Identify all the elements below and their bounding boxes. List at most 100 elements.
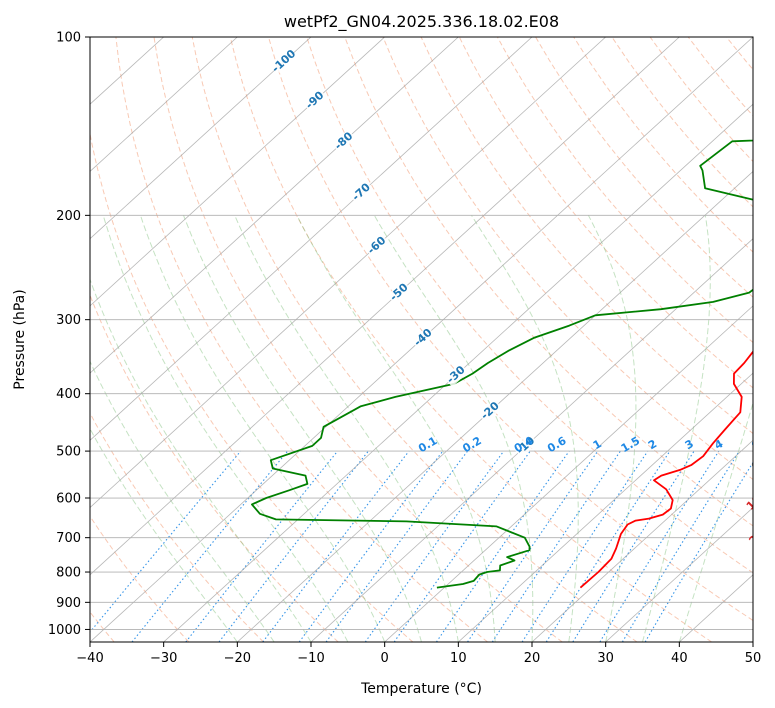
mixing-ratio-label: 2 xyxy=(646,437,659,452)
dry-adiabat-line xyxy=(268,37,753,622)
y-tick-label: 200 xyxy=(56,209,81,224)
freezing-level-label: 0 xyxy=(749,458,764,473)
mixing-ratio-label: 0.2 xyxy=(460,434,483,455)
isotherm-line xyxy=(752,641,753,642)
mixing-ratio-line xyxy=(364,450,505,642)
mixing-ratio-line xyxy=(491,450,621,642)
mixing-ratio-line xyxy=(262,450,410,642)
y-tick-label: 300 xyxy=(56,313,81,328)
y-tick-label: 700 xyxy=(56,531,81,546)
dry-adiabat-line xyxy=(115,37,488,642)
x-tick-label: −30 xyxy=(150,651,177,666)
dry-adiabat-line xyxy=(535,37,753,298)
dry-adiabat-line xyxy=(420,37,753,435)
isotherm-line xyxy=(237,170,753,642)
isotherm-line xyxy=(90,37,385,307)
mixing-ratio-line xyxy=(131,450,289,642)
dry-adiabat-line xyxy=(90,515,190,642)
mixing-ratio-label: 1 xyxy=(591,437,604,452)
plot-frame xyxy=(89,36,754,643)
dry-adiabat-line xyxy=(344,37,753,527)
isotherm-line xyxy=(605,507,753,642)
moist-adiabat-line xyxy=(90,360,275,642)
dry-adiabat-label: 20 xyxy=(746,527,766,547)
dry-adiabat-label: 30 xyxy=(758,553,775,573)
background-lines xyxy=(90,37,775,642)
mixing-ratio-line xyxy=(599,450,720,642)
moist-adiabat-line xyxy=(373,215,534,642)
y-tick-label: 900 xyxy=(56,596,81,611)
moist-adiabat-line xyxy=(296,215,496,642)
isotherm-line xyxy=(90,37,312,240)
mixing-ratio-line xyxy=(90,450,242,633)
mixing-ratio-line xyxy=(572,450,695,642)
x-tick-label: 0 xyxy=(381,651,389,666)
grid-lines xyxy=(90,37,753,642)
isotherm-label-bg xyxy=(302,88,328,113)
dry-adiabat-line xyxy=(765,37,775,642)
isotherm-label-bg xyxy=(513,434,539,458)
moist-adiabat-line xyxy=(642,215,711,642)
mixing-ratio-line xyxy=(185,450,339,642)
mixing-ratio-line xyxy=(545,450,671,642)
isotherm-label: -100 xyxy=(269,47,298,75)
y-tick-label: 600 xyxy=(56,492,81,507)
y-axis: 100 200 300 400 500 600 700 800 900 1000 xyxy=(48,31,90,638)
x-tick-label: 20 xyxy=(524,651,541,666)
dry-adiabat-label: 40 xyxy=(771,582,775,602)
mixing-ratio-line xyxy=(325,450,468,642)
moist-adiabat-line xyxy=(90,278,312,642)
isotherm-line xyxy=(90,37,459,374)
x-tick-label: −20 xyxy=(224,651,251,666)
isotherm-label-bg xyxy=(444,363,469,387)
x-tick-label: −40 xyxy=(76,651,103,666)
chart-title: wetPf2_GN04.2025.336.18.02.E08 xyxy=(284,12,559,32)
profile-series xyxy=(251,139,753,589)
mixing-ratio-label: 0.1 xyxy=(416,434,439,455)
x-tick-label: 30 xyxy=(597,651,614,666)
isotherm-line xyxy=(90,37,606,509)
dry-adiabat-line xyxy=(382,37,753,481)
x-tick-label: 50 xyxy=(745,651,762,666)
isotherm-line xyxy=(90,37,238,172)
isotherm-label-bg xyxy=(411,326,436,350)
dry-adiabat-line xyxy=(649,37,753,163)
y-tick-label: 100 xyxy=(56,31,81,46)
dry-adiabat-line xyxy=(687,37,753,117)
x-axis: −40 −30 −20 −10 0 10 20 30 40 50 xyxy=(76,642,761,666)
dry-adiabat-line xyxy=(90,131,414,642)
dry-adiabat-line xyxy=(306,37,753,574)
isotherm-label-bg xyxy=(331,129,357,154)
dry-adiabat-line xyxy=(573,37,753,253)
moist-adiabat-line xyxy=(90,427,238,642)
dewpoint-profile-line xyxy=(251,139,753,589)
isotherm-label-bg xyxy=(271,49,297,74)
dry-adiabat-line xyxy=(726,37,753,71)
isotherm-label-bg xyxy=(478,399,503,423)
y-axis-label: Pressure (hPa) xyxy=(12,289,28,389)
x-axis-label: Temperature (°C) xyxy=(360,681,482,697)
y-tick-label: 800 xyxy=(56,566,81,581)
mixing-ratio-line xyxy=(298,450,444,642)
isotherm-line xyxy=(310,238,753,642)
isotherm-line xyxy=(90,37,533,441)
mixing-ratio-label: 0.6 xyxy=(545,434,569,455)
mixing-ratio-line xyxy=(435,450,570,642)
isotherm-line xyxy=(458,372,753,642)
isotherm-label-bg xyxy=(364,233,390,258)
moist-adiabat-line xyxy=(140,215,386,642)
dry-adiabat-line xyxy=(611,37,753,208)
isotherm-line xyxy=(531,439,753,642)
mixing-ratio-label: 3 xyxy=(683,437,696,452)
y-tick-label: 400 xyxy=(56,387,81,402)
isotherm-line xyxy=(163,103,753,642)
dry-adiabat-label: 10 xyxy=(744,493,764,513)
x-tick-label: −10 xyxy=(297,651,324,666)
mixing-ratio-line xyxy=(521,450,649,642)
mixing-ratio-line xyxy=(467,450,599,642)
dry-adiabat-line xyxy=(229,37,712,642)
dry-adiabat-line xyxy=(153,37,563,642)
x-tick-label: 40 xyxy=(671,651,688,666)
isotherm-label-bg xyxy=(349,180,374,205)
